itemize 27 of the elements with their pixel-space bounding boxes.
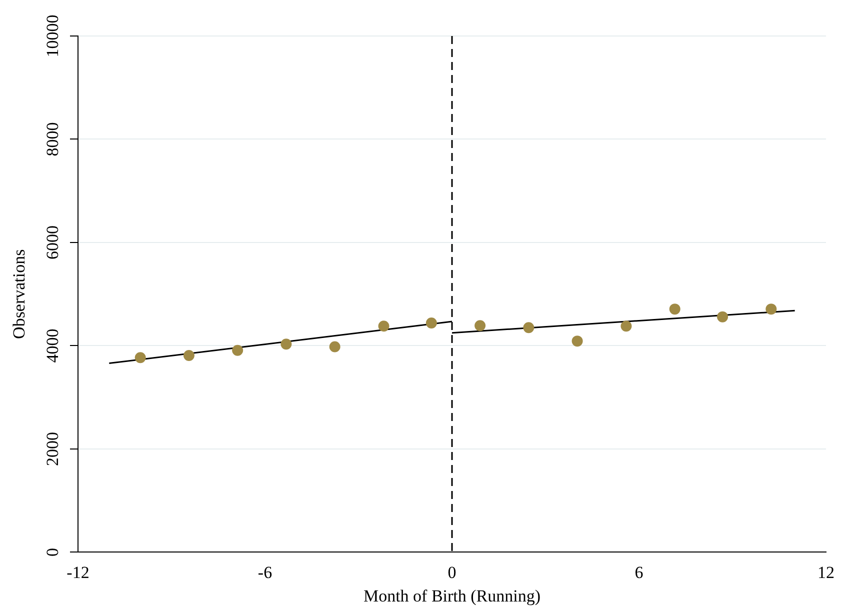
y-tick-label: 2000 [42,432,62,466]
point [717,311,728,322]
point [183,350,194,362]
point [232,344,244,356]
point [426,318,437,329]
y-axis-title: Observations [10,249,29,339]
point [474,320,486,332]
y-tick-label: 4000 [42,328,62,363]
point [378,320,390,332]
point [134,352,146,364]
point [669,304,680,315]
point [572,336,583,347]
x-tick-label: -12 [66,562,90,582]
x-axis-title: Month of Birth (Running) [363,586,541,606]
point [280,338,292,350]
y-tick-label: 0 [42,548,62,556]
point [329,341,340,352]
point [523,322,534,334]
x-tick-label: 12 [818,562,834,582]
point [620,320,632,332]
x-tick-label: 0 [448,562,456,582]
x-tick-label: -6 [258,562,272,582]
x-tick-label: 6 [634,562,644,582]
y-tick-label: 6000 [42,225,62,260]
y-tick-label: 8000 [42,122,62,156]
point [766,304,777,315]
y-tick-label: 10000 [42,14,62,58]
